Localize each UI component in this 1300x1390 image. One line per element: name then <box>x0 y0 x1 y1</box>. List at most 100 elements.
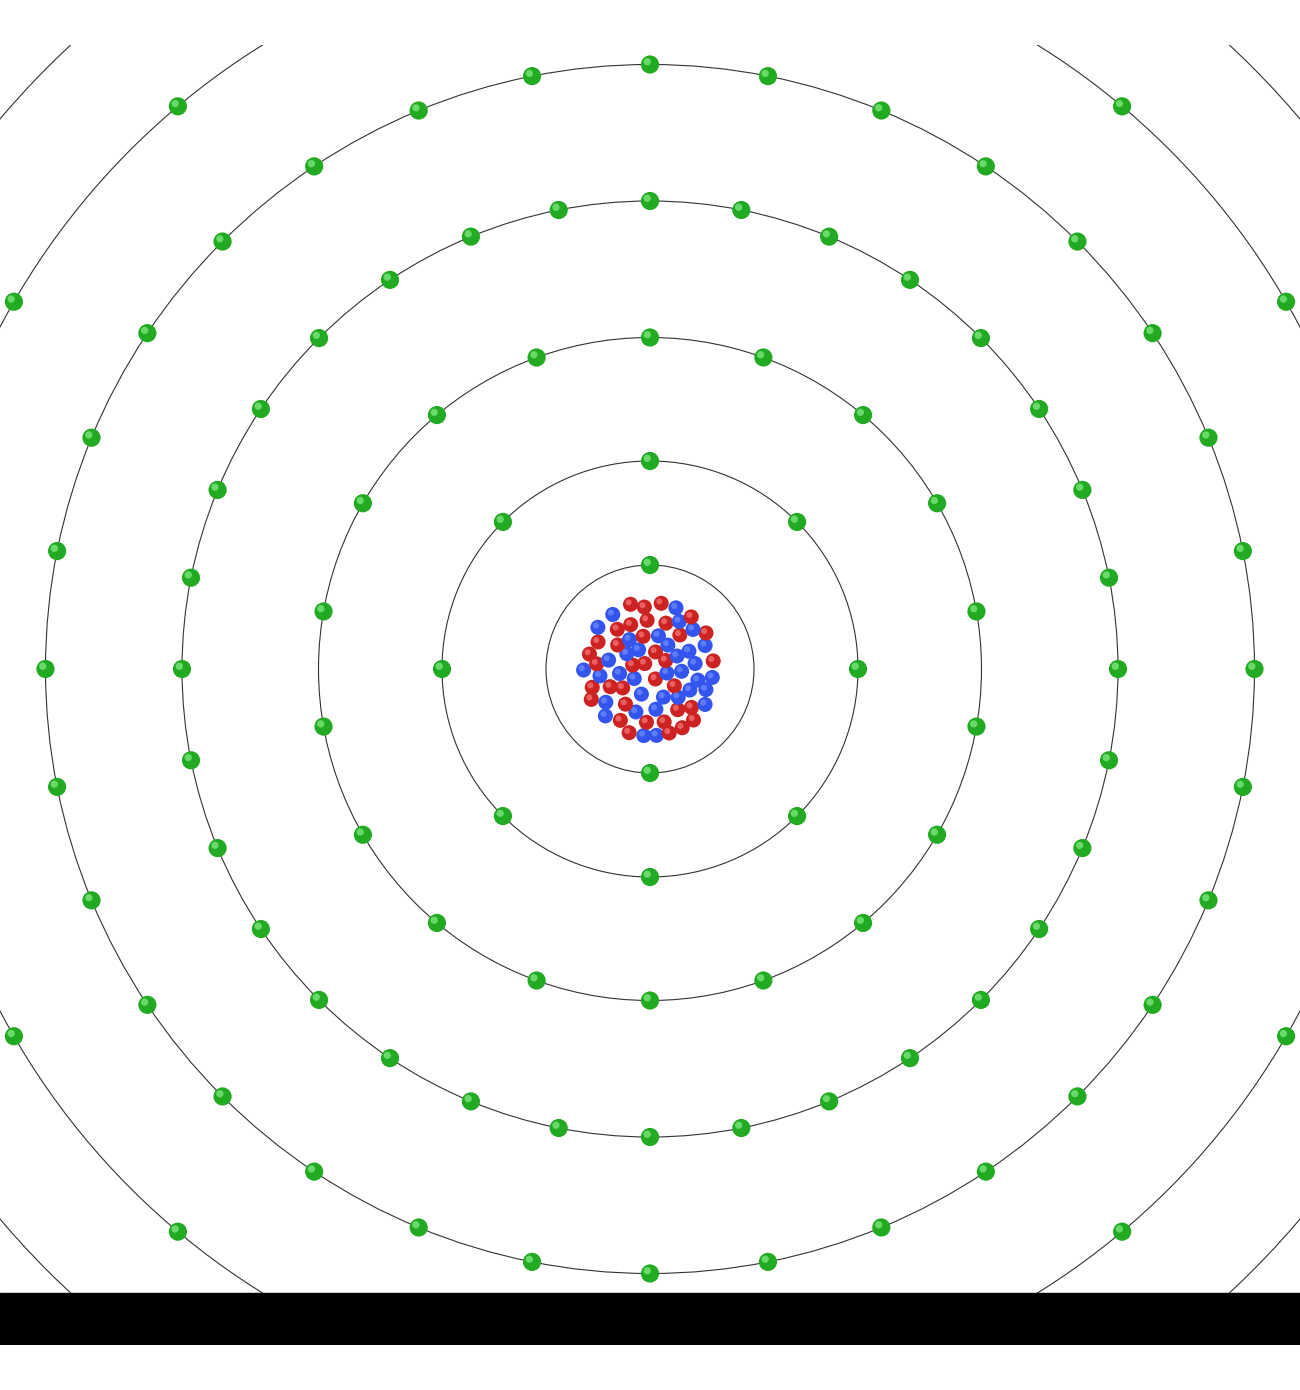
Circle shape <box>686 702 693 709</box>
Circle shape <box>1202 894 1209 901</box>
Circle shape <box>637 599 651 614</box>
Circle shape <box>140 998 148 1006</box>
Circle shape <box>1100 569 1118 587</box>
Circle shape <box>313 994 320 1001</box>
Circle shape <box>1234 542 1252 560</box>
Circle shape <box>641 867 659 885</box>
Circle shape <box>701 628 707 634</box>
Circle shape <box>212 842 218 849</box>
Circle shape <box>169 1223 187 1241</box>
Circle shape <box>641 452 659 470</box>
Circle shape <box>615 669 620 674</box>
Circle shape <box>354 495 372 513</box>
Circle shape <box>647 645 663 659</box>
Circle shape <box>603 655 610 662</box>
Circle shape <box>606 682 611 688</box>
Circle shape <box>523 1252 541 1270</box>
Circle shape <box>644 331 651 338</box>
Circle shape <box>528 972 546 990</box>
Circle shape <box>972 329 991 348</box>
Circle shape <box>875 104 883 111</box>
Circle shape <box>593 669 607 684</box>
Circle shape <box>615 716 621 721</box>
Circle shape <box>690 659 697 664</box>
Circle shape <box>662 726 677 741</box>
Circle shape <box>630 642 646 657</box>
Circle shape <box>640 613 655 628</box>
Circle shape <box>644 195 651 202</box>
Circle shape <box>430 916 438 924</box>
Circle shape <box>8 1030 14 1037</box>
Circle shape <box>595 671 601 677</box>
Circle shape <box>650 674 656 680</box>
Circle shape <box>872 101 891 120</box>
Circle shape <box>381 1049 399 1068</box>
Circle shape <box>688 624 694 631</box>
Circle shape <box>903 274 911 281</box>
Circle shape <box>659 666 675 681</box>
Circle shape <box>1248 663 1256 670</box>
Circle shape <box>582 646 597 662</box>
Circle shape <box>659 717 666 723</box>
Circle shape <box>931 828 939 835</box>
Circle shape <box>625 657 640 673</box>
Circle shape <box>644 870 651 878</box>
Circle shape <box>901 1049 919 1068</box>
Circle shape <box>1202 431 1209 439</box>
Circle shape <box>852 663 859 670</box>
Circle shape <box>1236 781 1244 788</box>
Circle shape <box>39 663 47 670</box>
Circle shape <box>854 913 872 933</box>
Circle shape <box>138 995 156 1013</box>
Circle shape <box>598 709 612 723</box>
Circle shape <box>820 228 838 246</box>
Circle shape <box>630 708 637 713</box>
Circle shape <box>356 496 364 505</box>
Circle shape <box>644 58 651 65</box>
Circle shape <box>820 1093 838 1111</box>
Circle shape <box>430 409 438 416</box>
Circle shape <box>381 271 399 289</box>
Circle shape <box>762 1255 768 1262</box>
Circle shape <box>677 666 683 673</box>
Circle shape <box>698 696 712 712</box>
Circle shape <box>608 610 614 616</box>
Circle shape <box>354 826 372 844</box>
Circle shape <box>578 664 585 671</box>
Circle shape <box>651 628 666 644</box>
Circle shape <box>208 481 226 499</box>
Circle shape <box>185 571 192 578</box>
Circle shape <box>649 702 663 717</box>
Circle shape <box>51 545 58 552</box>
Circle shape <box>621 726 637 741</box>
Circle shape <box>621 649 628 655</box>
Circle shape <box>48 778 66 796</box>
Circle shape <box>707 673 714 678</box>
Circle shape <box>659 616 673 631</box>
Circle shape <box>464 1095 472 1102</box>
Circle shape <box>654 596 668 610</box>
Circle shape <box>1076 484 1083 491</box>
Circle shape <box>5 293 23 311</box>
Circle shape <box>1102 571 1110 578</box>
Circle shape <box>550 1119 568 1137</box>
Circle shape <box>640 714 654 730</box>
Circle shape <box>1279 296 1287 303</box>
Circle shape <box>593 637 599 644</box>
Circle shape <box>644 994 651 1001</box>
Circle shape <box>757 352 764 359</box>
Circle shape <box>610 621 625 637</box>
Circle shape <box>213 232 231 250</box>
Circle shape <box>1113 97 1131 115</box>
Circle shape <box>615 680 630 695</box>
Circle shape <box>1074 840 1092 858</box>
Circle shape <box>857 916 864 924</box>
Circle shape <box>647 671 663 687</box>
Circle shape <box>641 991 659 1009</box>
Circle shape <box>1200 428 1218 446</box>
Circle shape <box>603 680 618 694</box>
Circle shape <box>410 101 428 120</box>
Circle shape <box>601 712 607 717</box>
Circle shape <box>668 600 684 616</box>
Circle shape <box>1071 235 1079 242</box>
